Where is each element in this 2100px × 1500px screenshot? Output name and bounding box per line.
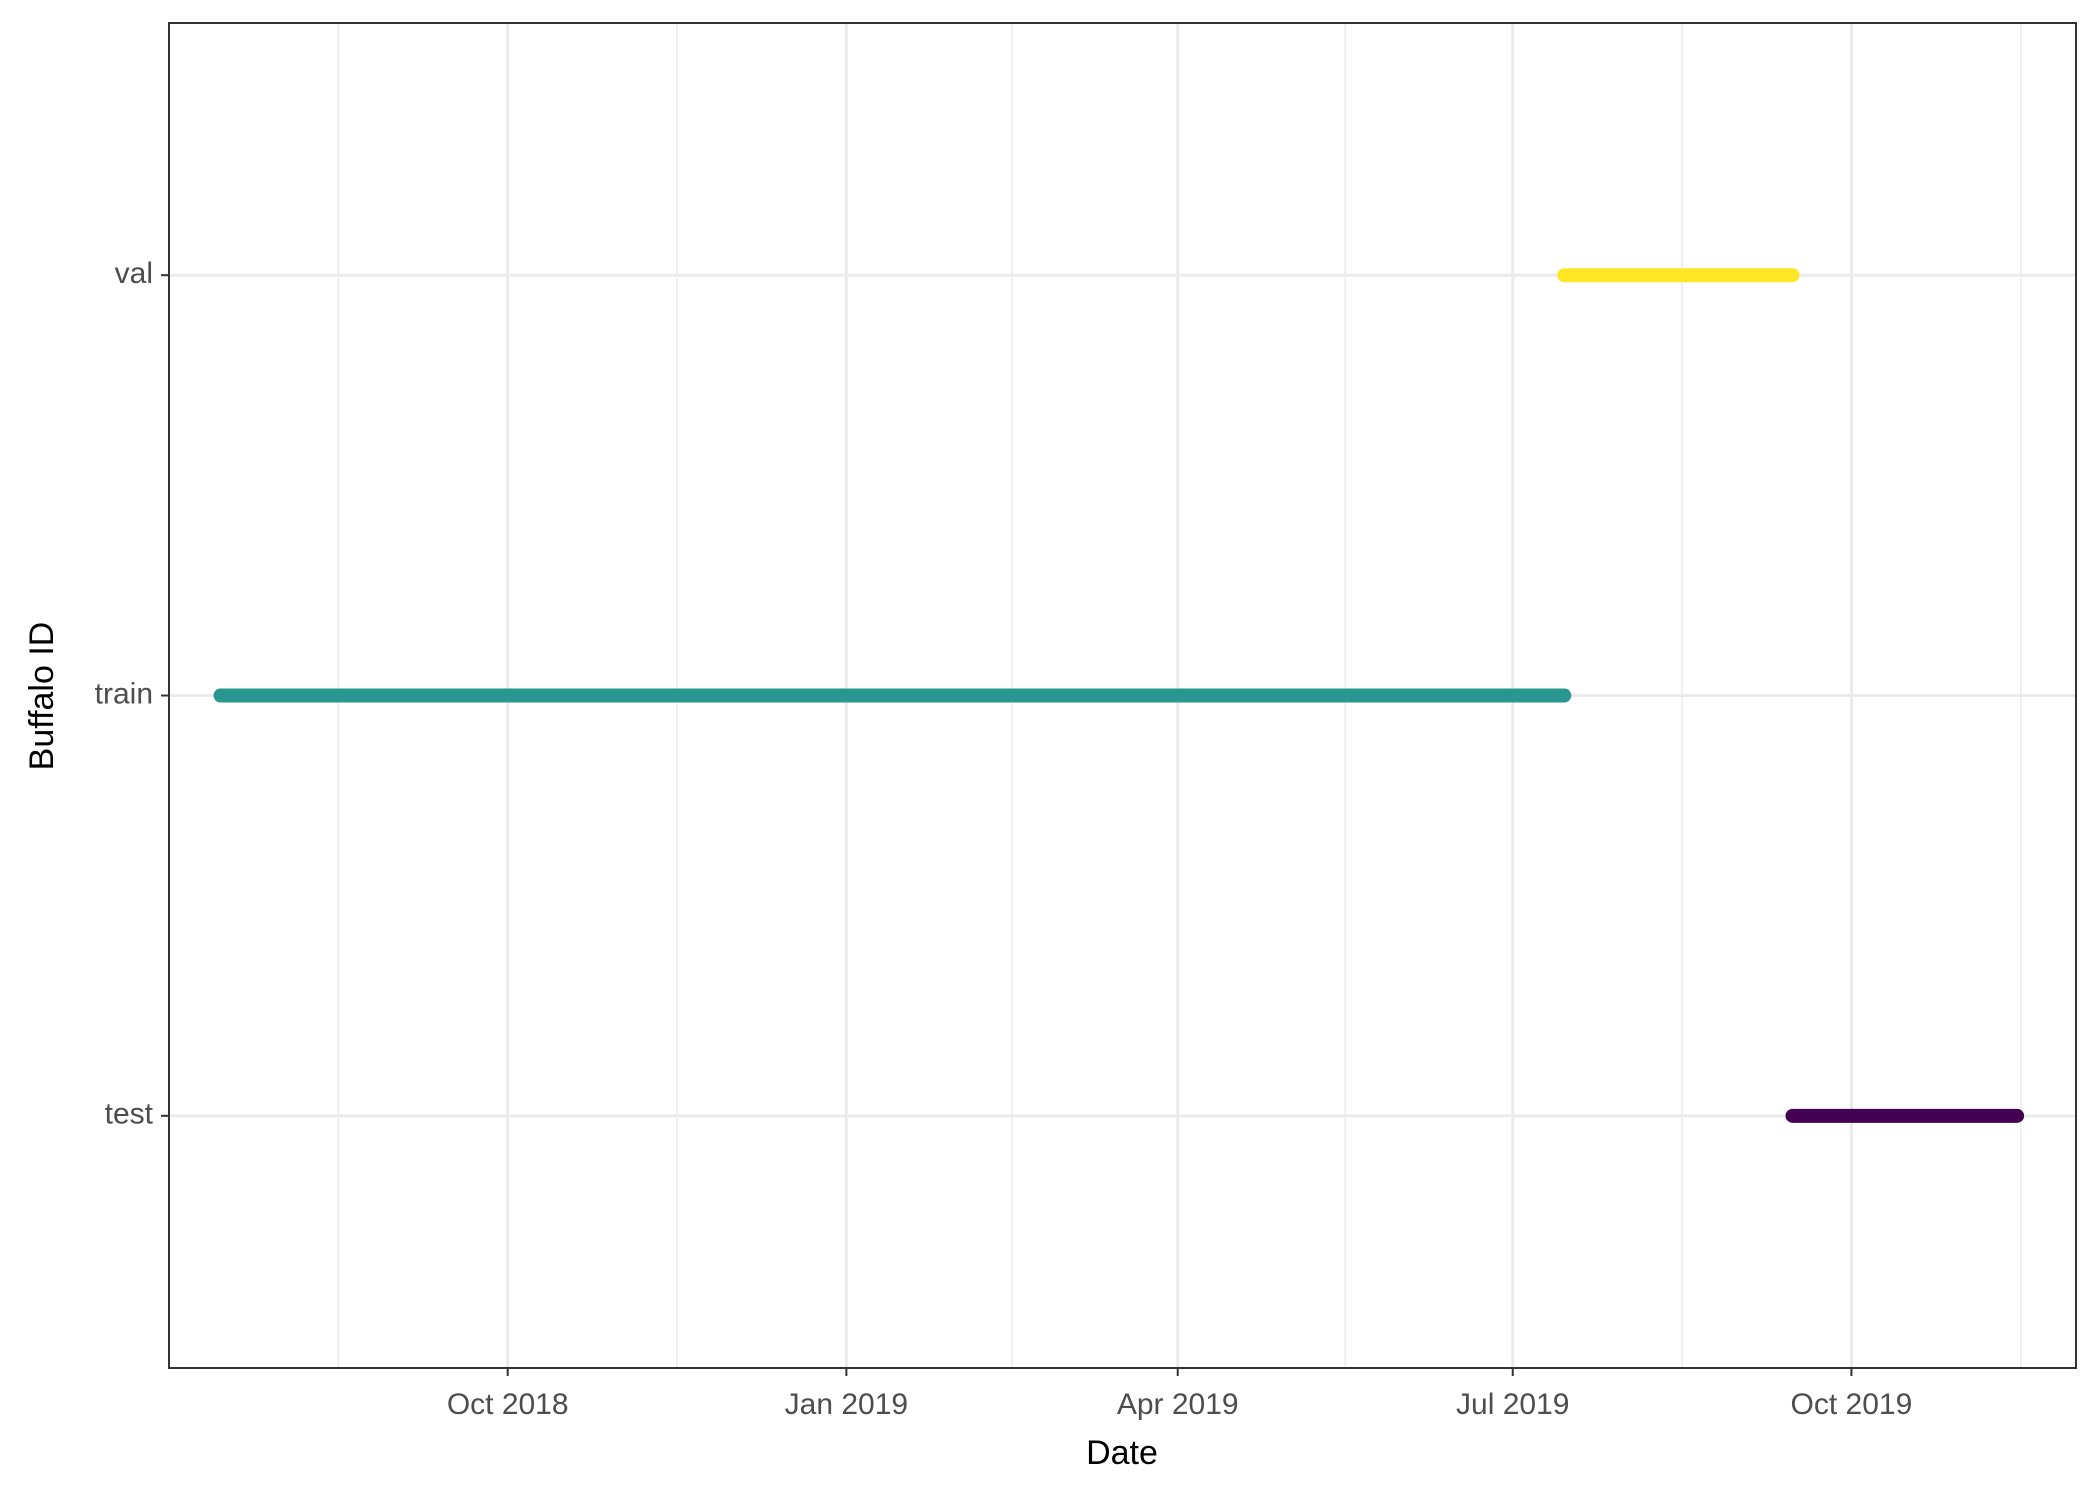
plot-border [168, 22, 2077, 1369]
x-tick-label: Jul 2019 [1456, 1388, 1569, 1421]
y-tick-label: test [105, 1098, 154, 1131]
y-axis-title: Buffalo ID [23, 622, 61, 771]
x-tick-label: Oct 2019 [1791, 1388, 1913, 1421]
x-tick-label: Jan 2019 [785, 1388, 908, 1421]
y-tick-label: val [115, 257, 153, 290]
x-tick-label: Apr 2019 [1117, 1388, 1239, 1421]
x-tick-label: Oct 2018 [447, 1388, 569, 1421]
x-axis-title: Date [1086, 1434, 1158, 1472]
y-tick-label: train [95, 677, 153, 710]
